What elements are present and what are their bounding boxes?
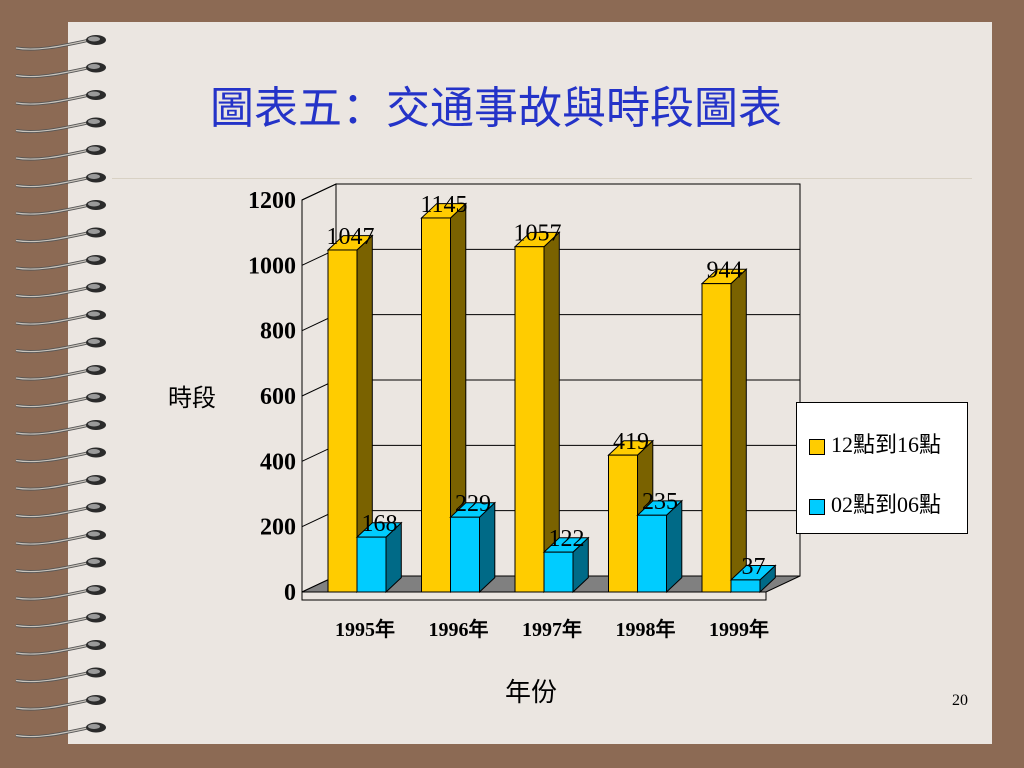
binding-ring: [15, 35, 106, 51]
binding-ring: [15, 227, 106, 244]
title-divider: [112, 178, 972, 179]
binding-ring: [15, 612, 106, 629]
binding-ring: [15, 585, 106, 601]
bar-02-06-4: [729, 564, 777, 594]
bar-12-16-1: [420, 202, 468, 594]
chart-floor-edge: [301, 591, 767, 601]
data-label: 1047: [327, 224, 375, 250]
legend-swatch-12-16: [809, 438, 825, 455]
y-axis-title: 時段: [168, 384, 216, 412]
bar-02-06-0: [355, 521, 403, 594]
binding-ring: [15, 502, 106, 519]
binding-ring: [15, 475, 106, 491]
data-label: 122: [549, 526, 585, 552]
binding-ring: [15, 200, 106, 216]
x-axis-title: 年份: [505, 678, 558, 708]
binding-ring: [15, 640, 106, 656]
binding-ring: [15, 420, 106, 436]
binding-ring: [15, 695, 106, 711]
legend-swatch-02-06: [809, 498, 825, 515]
bar-12-16-4: [700, 268, 748, 594]
y-tick-label: 1000: [248, 253, 296, 279]
y-tick-label: 400: [260, 449, 296, 475]
legend-item-12-16: 12點到16點: [809, 427, 941, 459]
gridline: [301, 183, 800, 201]
y-tick-label: 600: [260, 384, 296, 410]
binding-ring: [15, 337, 106, 354]
binding-ring: [15, 722, 106, 739]
data-label: 944: [707, 258, 743, 284]
page-number: 20: [952, 692, 968, 709]
binding-ring: [15, 62, 106, 79]
chart-legend: 12點到16點 02點到06點: [796, 402, 968, 534]
data-label: 229: [455, 491, 491, 517]
x-tick-label: 1999年: [709, 617, 769, 641]
y-tick-label: 0: [284, 580, 296, 606]
x-tick-label: 1996年: [429, 617, 489, 641]
legend-label-12-16: 12點到16點: [831, 432, 942, 457]
binding-ring: [15, 667, 106, 684]
data-label: 235: [642, 489, 678, 515]
binding-ring: [15, 447, 106, 464]
binding-ring: [15, 310, 106, 326]
binding-ring: [15, 365, 106, 381]
x-tick-label: 1995年: [335, 617, 395, 641]
binding-ring: [15, 117, 106, 134]
binding-ring: [15, 282, 106, 299]
binding-ring: [15, 255, 106, 271]
bar-02-06-3: [636, 499, 684, 594]
bar-12-16-0: [326, 234, 374, 594]
binding-ring: [15, 557, 106, 574]
legend-item-02-06: 02點到06點: [809, 487, 941, 519]
data-label: 1145: [420, 192, 467, 218]
spiral-binding: [15, 35, 106, 739]
data-label: 419: [613, 429, 649, 455]
data-label: 37: [742, 554, 766, 580]
binding-ring: [15, 392, 106, 409]
bar-12-16-2: [513, 231, 561, 594]
binding-ring: [15, 172, 106, 189]
y-tick-label: 1200: [248, 188, 296, 214]
x-tick-label: 1998年: [616, 617, 676, 641]
binding-ring: [15, 530, 106, 546]
y-tick-label: 200: [260, 515, 296, 541]
bar-02-06-1: [449, 501, 497, 594]
binding-ring: [15, 90, 106, 106]
x-tick-label: 1997年: [522, 617, 582, 641]
slide-title: 圖表五：交通事故與時段圖表: [210, 83, 782, 134]
binding-ring: [15, 145, 106, 161]
y-tick-label: 800: [260, 319, 296, 345]
bar-02-06-2: [542, 536, 590, 594]
data-label: 168: [362, 511, 398, 537]
data-label: 1057: [514, 221, 562, 247]
legend-label-02-06: 02點到06點: [831, 492, 942, 517]
